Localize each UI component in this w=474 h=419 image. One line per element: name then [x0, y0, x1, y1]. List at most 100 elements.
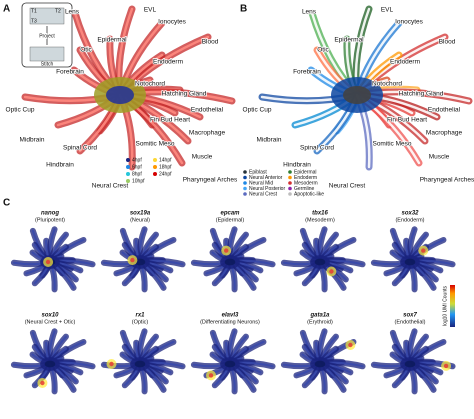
inset-label: T3: [31, 18, 37, 24]
embedding: [280, 226, 366, 293]
cell-type: (Optic): [132, 319, 149, 325]
cluster-label: Otic: [80, 47, 92, 54]
cell-type: (Endothelial): [395, 319, 426, 325]
cluster-label: Endothelial: [191, 107, 224, 114]
cluster-label: Forebrain: [293, 69, 321, 76]
cluster-label: Epidermal: [334, 37, 364, 44]
cluster-label: Endothelial: [428, 107, 461, 114]
legend-label: Neural Crest: [249, 191, 278, 197]
gene-name: sox10: [41, 313, 59, 319]
gene-name: epcam: [220, 211, 240, 217]
cluster-label: Lens: [65, 9, 80, 16]
cluster-label: Ionocytes: [158, 19, 187, 26]
cell-type: (Endoderm): [395, 217, 424, 223]
core-inner: [44, 360, 56, 368]
cluster-label: Endoderm: [153, 59, 183, 66]
cluster-label: Hindbrain: [283, 162, 311, 169]
legend-swatch: [288, 192, 292, 196]
cell-type: (Pluripotent): [35, 217, 65, 223]
inset-label: Project: [39, 33, 55, 39]
cluster-label: Macrophage: [426, 130, 463, 137]
cluster-label: EVL: [144, 7, 157, 14]
embedding: [370, 328, 456, 395]
legend-label: 8hpf: [132, 171, 142, 177]
embedding: [190, 226, 276, 293]
cluster-label: Notochord: [135, 81, 165, 88]
legend-swatch: [126, 179, 130, 183]
cluster-label: Somitic Meso: [372, 141, 411, 148]
legend-swatch: [126, 172, 130, 176]
legend-label: 14hpf: [159, 157, 172, 163]
cluster-label: Notochord: [372, 81, 402, 88]
cluster-label: Epidermal: [97, 37, 127, 44]
cell-type: (Erythroid): [307, 319, 333, 325]
cluster-label: Pharyngeal Arches: [420, 177, 474, 184]
cluster-label: Pharyngeal Arches: [183, 177, 238, 184]
cell-type: (Neural Crest + Otic): [25, 319, 76, 325]
cluster-label: Midbrain: [20, 137, 45, 144]
legend-swatch: [288, 186, 292, 191]
cluster-label: Blood: [439, 39, 456, 46]
legend-label: 10hpf: [132, 178, 145, 184]
cluster-label: Neural Crest: [92, 183, 129, 190]
cluster-label: Spinal Cord: [63, 145, 97, 152]
cluster-label: Hatching Gland: [399, 91, 444, 98]
cluster-label: Muscle: [192, 154, 213, 161]
cluster-label: Forebrain: [56, 69, 84, 76]
legend-label: 4hpf: [132, 157, 142, 163]
cell-type: (Mesoderm): [305, 217, 335, 223]
core-inner: [343, 86, 371, 104]
legend-swatch: [153, 165, 157, 169]
legend-label: Apoptotic-like: [294, 191, 324, 197]
core-inner: [314, 258, 326, 266]
legend-label: Neural Mid: [249, 180, 273, 186]
expression-peak: [45, 259, 51, 265]
legend-label: Endoderm: [294, 175, 317, 181]
cluster-label: Ionocytes: [395, 19, 424, 26]
legend-swatch: [243, 192, 247, 196]
expression-peak: [421, 248, 426, 253]
cluster-label: EVL: [381, 7, 394, 14]
embedding: [10, 226, 96, 293]
embedding: [21, 5, 236, 171]
legend-swatch: [288, 181, 292, 185]
panel-letter: C: [3, 198, 10, 209]
embedding: [10, 328, 96, 395]
cell-type: (Neural): [130, 217, 150, 223]
core-inner: [106, 86, 134, 104]
gene-name: rx1: [135, 313, 145, 319]
cluster-label: Muscle: [429, 154, 450, 161]
embedding: [100, 226, 186, 293]
legend-swatch: [126, 158, 130, 162]
legend-label: Mesoderm: [294, 180, 318, 186]
cluster-label: Fin Bud Heart: [387, 117, 427, 124]
cluster-label: Spinal Cord: [300, 145, 334, 152]
gene-name: gata1a: [309, 313, 330, 319]
cluster-label: Otic: [317, 47, 329, 54]
expression-peak: [208, 373, 214, 378]
cluster-label: Somitic Meso: [135, 141, 174, 148]
legend-label: Epiblast: [249, 169, 267, 175]
cluster-label: Endoderm: [390, 59, 420, 66]
legend-swatch: [126, 165, 130, 169]
legend-swatch: [288, 175, 292, 180]
panel-letter: B: [240, 4, 247, 15]
legend-label: 6hpf: [132, 164, 142, 170]
inset-label: T1: [31, 8, 37, 14]
core-inner: [224, 360, 236, 368]
cluster-label: Optic Cup: [243, 107, 272, 114]
expression-peak: [443, 363, 449, 369]
legend-swatch: [243, 175, 247, 180]
cluster-label: Hindbrain: [46, 162, 74, 169]
legend-label: Neural Anterior: [249, 175, 283, 181]
cluster-label: Neural Crest: [329, 183, 366, 190]
core-inner: [224, 258, 236, 266]
embedding: [370, 226, 456, 293]
legend-label: Germline: [294, 186, 315, 192]
expression-peak: [348, 342, 353, 348]
expression-peak: [40, 380, 45, 386]
core-inner: [314, 360, 326, 368]
gene-name: tbx16: [312, 211, 328, 217]
cluster-label: Macrophage: [189, 130, 226, 137]
